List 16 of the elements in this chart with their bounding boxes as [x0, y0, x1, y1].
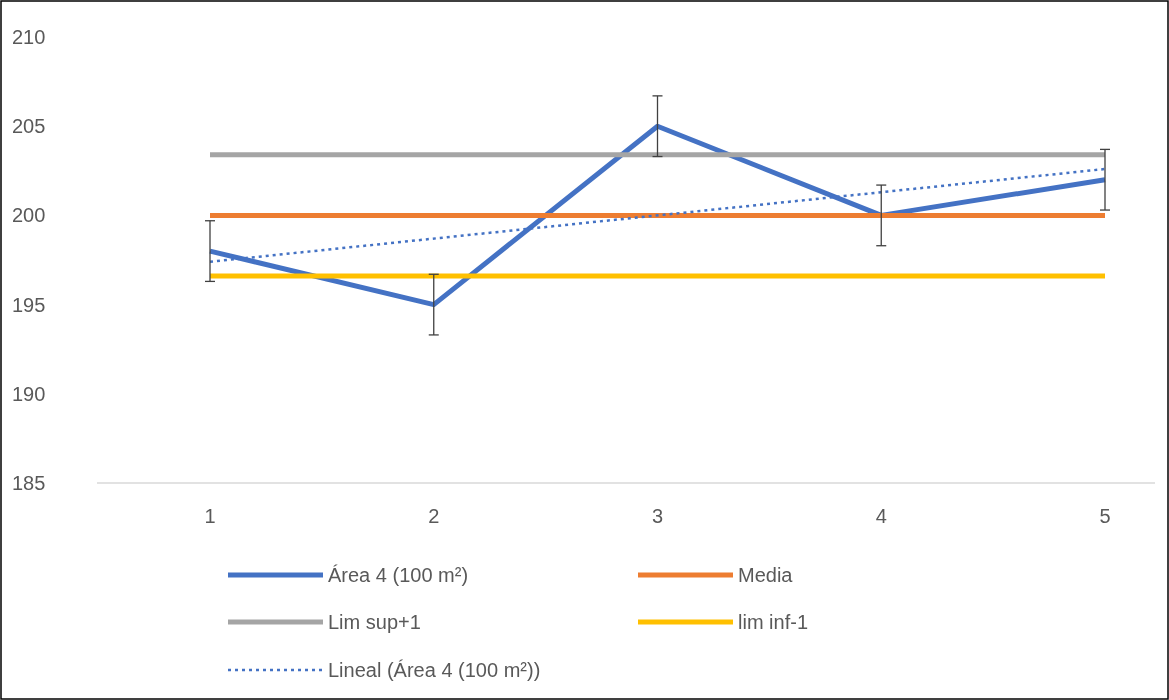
- x-tick-label: 2: [428, 505, 440, 527]
- y-tick-label: 200: [12, 204, 46, 227]
- x-tick-label: 3: [651, 505, 664, 527]
- legend-label: lim inf-1: [738, 611, 809, 633]
- x-tick-label: 1: [204, 505, 216, 527]
- legend-label: Media: [738, 564, 794, 586]
- legend-label: Lineal (Área 4 (100 m²)): [328, 659, 541, 681]
- y-tick-label: 205: [12, 115, 46, 138]
- x-tick-label: 4: [875, 505, 887, 527]
- y-tick-label: 210: [12, 26, 46, 48]
- legend-label: Lim sup+1: [328, 611, 421, 633]
- y-tick-label: 195: [12, 293, 46, 316]
- y-tick-label: 190: [12, 382, 46, 405]
- legend-label: Área 4 (100 m²): [328, 564, 469, 586]
- x-tick-label: 5: [1099, 505, 1111, 527]
- y-tick-label: 185: [12, 472, 46, 494]
